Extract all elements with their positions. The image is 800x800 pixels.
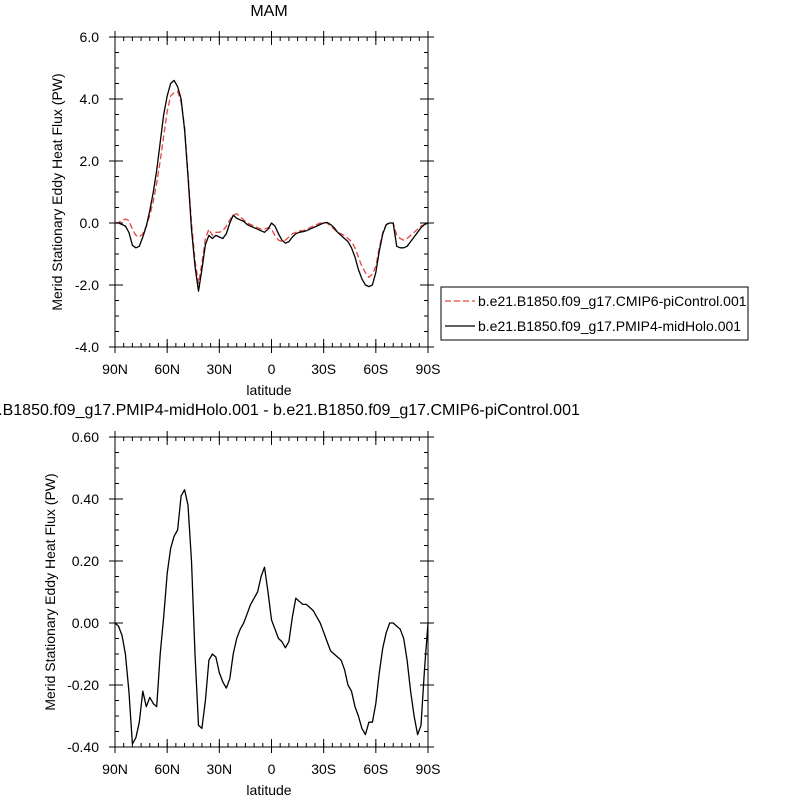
- bottom-y-tick-label: 0.40: [72, 491, 99, 507]
- top-panel: MAM 90N 60N 30N 0 30S 60S 90S -4.0 -2.0 0.0 2.0 4.0…: [49, 3, 749, 398]
- top-x-tick-label: 30N: [206, 361, 232, 377]
- bottom-y-tick-label: -0.20: [67, 677, 99, 693]
- top-series-line-0: [114, 90, 429, 285]
- bottom-x-tick-label: 60N: [154, 761, 180, 777]
- bottom-y-axis-label: Merid Stationary Eddy Heat Flux (PW): [42, 473, 58, 710]
- legend-label-midholo: b.e21.B1850.f09_g17.PMIP4-midHolo.001: [478, 318, 741, 334]
- top-y-tick-label: 0.0: [80, 215, 100, 231]
- legend: b.e21.B1850.f09_g17.CMIP6-piControl.001 …: [440, 286, 749, 341]
- bottom-axes: 90N 60N 30N 0 30S 60S 90S -0.40 -0.20 0.00 0.20 0.4…: [67, 429, 440, 777]
- bottom-series-group: [114, 489, 429, 745]
- top-y-tick-label: 6.0: [80, 29, 100, 45]
- top-series-line-1: [115, 79, 429, 292]
- bottom-x-tick-label: 30N: [206, 761, 232, 777]
- top-axes: 90N 60N 30N 0 30S 60S 90S -4.0 -2.0 0.0 2.0 4.0 6.0: [75, 29, 441, 377]
- top-x-tick-label: 90N: [102, 361, 128, 377]
- top-y-axis-label: Merid Stationary Eddy Heat Flux (PW): [49, 73, 65, 310]
- top-x-tick-label: 30S: [311, 361, 336, 377]
- top-x-tick-label: 60S: [363, 361, 388, 377]
- top-series-group: [114, 79, 429, 292]
- top-x-tick-label: 90S: [416, 361, 441, 377]
- bottom-y-tick-label: 0.60: [72, 429, 99, 445]
- bottom-x-tick-label: 90N: [102, 761, 128, 777]
- bottom-series-line-0: [114, 489, 429, 745]
- top-plot-frame: [114, 36, 429, 348]
- bottom-x-tick-label: 30S: [311, 761, 336, 777]
- bottom-x-tick-label: 90S: [416, 761, 441, 777]
- top-y-tick-label: -2.0: [75, 277, 99, 293]
- bottom-x-tick-label: 60S: [363, 761, 388, 777]
- bottom-y-tick-label: 0.20: [72, 553, 99, 569]
- bottom-plot-frame: [114, 436, 429, 748]
- top-x-axis-label: latitude: [246, 382, 291, 398]
- top-x-tick-label: 0: [268, 361, 276, 377]
- top-y-tick-label: 2.0: [80, 153, 100, 169]
- top-y-tick-label: 4.0: [80, 91, 100, 107]
- bottom-y-tick-label: -0.40: [67, 739, 99, 755]
- top-x-tick-label: 60N: [154, 361, 180, 377]
- top-y-tick-label: -4.0: [75, 339, 99, 355]
- bottom-x-tick-label: 0: [268, 761, 276, 777]
- legend-box: [440, 286, 749, 341]
- bottom-chart-title: b.e21.B1850.f09_g17.PMIP4-midHolo.001 - …: [0, 402, 580, 419]
- top-chart-title: MAM: [250, 3, 287, 20]
- bottom-panel: b.e21.B1850.f09_g17.PMIP4-midHolo.001 - …: [0, 402, 580, 798]
- legend-label-picontrol: b.e21.B1850.f09_g17.CMIP6-piControl.001: [478, 293, 747, 309]
- bottom-x-axis-label: latitude: [246, 782, 291, 798]
- bottom-y-tick-label: 0.00: [72, 615, 99, 631]
